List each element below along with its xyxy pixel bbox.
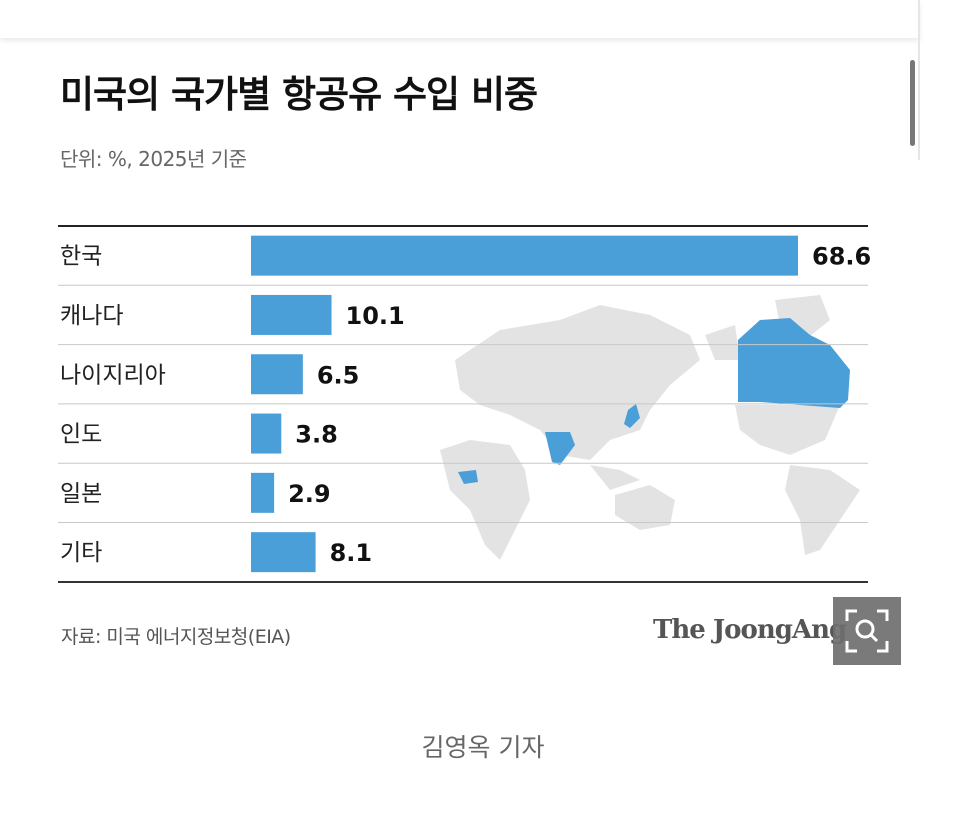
map-alaska bbox=[705, 325, 740, 360]
image-zoom-button[interactable] bbox=[833, 597, 901, 665]
value-label: 8.1 bbox=[330, 539, 373, 567]
map-india bbox=[545, 432, 575, 465]
bar bbox=[251, 413, 282, 454]
bar bbox=[251, 354, 303, 395]
value-label: 3.8 bbox=[295, 421, 338, 449]
chart-title: 미국의 국가별 항공유 수입 비중 bbox=[60, 73, 538, 116]
value-label: 6.5 bbox=[317, 361, 360, 389]
map-south-america bbox=[785, 465, 860, 555]
value-label: 2.9 bbox=[288, 480, 331, 508]
top-bar bbox=[0, 0, 920, 38]
map-canada bbox=[738, 318, 850, 408]
scrollbar-track[interactable] bbox=[918, 0, 920, 160]
map-se-asia bbox=[590, 465, 640, 490]
map-africa bbox=[440, 440, 530, 560]
bar bbox=[251, 235, 798, 276]
bar-chart: 한국 68.6 캐나다 10.1 나이지리아 6.5 인도 3.8 일본 2.9 기타 8.1 bbox=[58, 225, 871, 583]
map-europe-asia bbox=[455, 305, 700, 460]
value-label: 68.6 bbox=[812, 243, 871, 271]
world-map bbox=[440, 295, 860, 560]
bar bbox=[251, 532, 316, 573]
bar bbox=[251, 294, 332, 335]
map-australia bbox=[615, 485, 675, 530]
magnifier-zoom-icon bbox=[845, 609, 889, 653]
brand-logo: The JoongAng bbox=[653, 615, 847, 645]
category-label: 기타 bbox=[60, 540, 102, 566]
map-japan bbox=[624, 404, 640, 428]
scrollbar-thumb[interactable] bbox=[910, 60, 915, 146]
category-label: 한국 bbox=[60, 244, 102, 270]
map-usa bbox=[735, 405, 840, 455]
bar bbox=[251, 472, 275, 513]
value-label: 10.1 bbox=[346, 302, 405, 330]
category-label: 캐나다 bbox=[60, 303, 123, 329]
chart-subtitle: 단위: %, 2025년 기준 bbox=[60, 147, 247, 171]
category-label: 일본 bbox=[60, 481, 102, 507]
map-nigeria bbox=[458, 470, 478, 484]
category-label: 인도 bbox=[60, 422, 102, 448]
chart-source: 자료: 미국 에너지정보청(EIA) bbox=[61, 626, 291, 648]
byline: 김영옥 기자 bbox=[421, 733, 545, 762]
category-label: 나이지리아 bbox=[60, 362, 166, 388]
